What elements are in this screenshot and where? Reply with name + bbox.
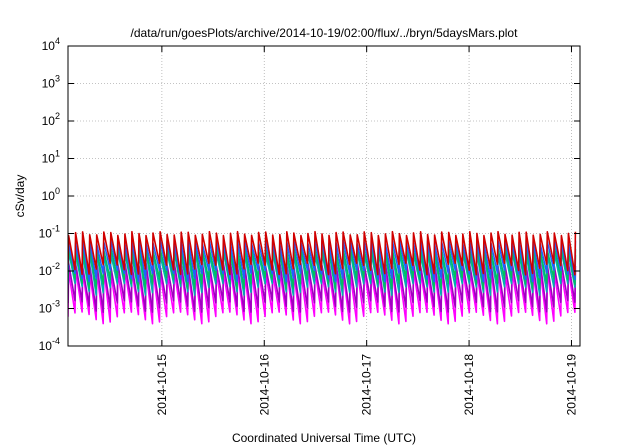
y-tick-label-exponent: 3 xyxy=(55,74,60,84)
y-tick-label-exponent: -2 xyxy=(52,261,60,271)
y-tick-label-base: 10 xyxy=(39,264,53,278)
y-tick-label-exponent: -4 xyxy=(52,336,60,346)
y-tick-label-exponent: 2 xyxy=(55,111,60,121)
y-tick-label: 102 xyxy=(42,111,60,128)
y-tick-label-base: 10 xyxy=(42,114,56,128)
y-tick-label-exponent: 1 xyxy=(55,149,60,159)
y-tick-label-exponent: -1 xyxy=(52,224,60,234)
y-tick-label: 104 xyxy=(42,36,60,53)
y-tick-label-base: 10 xyxy=(42,77,56,91)
x-axis: 2014-10-15 2014-10-16 2014-10-17 2014-10-18… xyxy=(155,46,578,416)
y-tick-label-base: 10 xyxy=(39,227,53,241)
y-tick-label: 10-4 xyxy=(39,336,60,353)
y-tick-label: 10-2 xyxy=(39,261,60,278)
y-tick-label: 101 xyxy=(42,149,60,166)
y-tick-label: 100 xyxy=(42,186,60,203)
x-tick-label: 2014-10-19 xyxy=(564,354,578,416)
x-tick-label: 2014-10-17 xyxy=(360,354,374,416)
chart-title: /data/run/goesPlots/archive/2014-10-19/0… xyxy=(131,26,519,40)
series-line xyxy=(68,230,577,276)
x-axis-label: Coordinated Universal Time (UTC) xyxy=(232,431,416,445)
y-tick-label-base: 10 xyxy=(42,152,56,166)
series-lines xyxy=(68,230,577,325)
y-tick-label-exponent: 4 xyxy=(55,36,60,46)
y-tick-label-exponent: -3 xyxy=(52,299,60,309)
y-tick-label-base: 10 xyxy=(39,302,53,316)
y-axis-label: cSv/day xyxy=(13,175,27,218)
y-tick-label: 10-3 xyxy=(39,299,60,316)
x-tick-label: 2014-10-16 xyxy=(257,354,271,416)
y-tick-label-base: 10 xyxy=(42,189,56,203)
y-tick-label-exponent: 0 xyxy=(55,186,60,196)
y-tick-label-base: 10 xyxy=(42,39,56,53)
y-tick-label: 103 xyxy=(42,74,60,91)
x-tick-label: 2014-10-15 xyxy=(155,354,169,416)
y-tick-label: 10-1 xyxy=(39,224,60,241)
x-tick-label: 2014-10-18 xyxy=(462,354,476,416)
y-tick-label-base: 10 xyxy=(39,339,53,353)
